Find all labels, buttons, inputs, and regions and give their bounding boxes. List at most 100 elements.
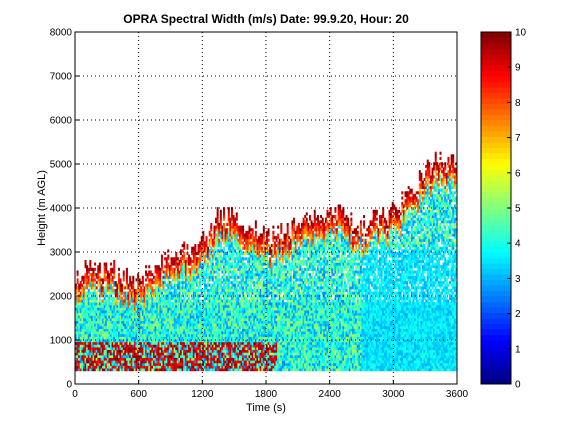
heatmap-cell <box>256 307 259 311</box>
heatmap-cell <box>154 336 157 340</box>
heatmap-cell <box>258 283 261 287</box>
heatmap-cell <box>219 328 222 332</box>
heatmap-cell <box>160 336 163 340</box>
heatmap-cell <box>240 233 243 237</box>
heatmap-cell <box>251 265 254 269</box>
heatmap-cell <box>82 344 85 348</box>
heatmap-cell <box>180 331 183 335</box>
heatmap-cell <box>103 336 106 340</box>
heatmap-cell <box>216 291 219 295</box>
heatmap-cell <box>211 328 214 332</box>
heatmap-cell <box>117 352 120 356</box>
heatmap-cell <box>189 360 192 364</box>
heatmap-cell <box>164 352 167 356</box>
heatmap-cell <box>130 307 133 311</box>
heatmap-cell <box>216 246 219 250</box>
heatmap-cell <box>203 281 206 285</box>
heatmap-cell <box>151 310 154 314</box>
heatmap-cell <box>191 283 194 287</box>
heatmap-cell <box>105 365 108 369</box>
heatmap-cell <box>168 273 171 277</box>
heatmap-cell <box>105 354 108 358</box>
heatmap-cell <box>127 362 130 366</box>
heatmap-cell <box>197 328 200 332</box>
heatmap-cell <box>145 331 148 335</box>
heatmap-cell <box>188 288 190 292</box>
heatmap-cell <box>192 286 195 290</box>
heatmap-cell <box>125 281 128 285</box>
heatmap-cell <box>152 331 155 335</box>
heatmap-cell <box>180 288 183 292</box>
heatmap-cell <box>125 344 128 348</box>
heatmap-cell <box>253 357 256 361</box>
heatmap-cell <box>78 362 81 366</box>
heatmap-cell <box>141 299 144 303</box>
heatmap-cell <box>211 262 214 266</box>
heatmap-cell <box>79 286 82 290</box>
heatmap-cell <box>192 339 195 343</box>
heatmap-cell <box>213 354 216 358</box>
heatmap-cell <box>176 360 179 364</box>
heatmap-cell <box>94 307 97 311</box>
heatmap-cell <box>125 323 128 327</box>
heatmap-cell <box>140 341 143 345</box>
heatmap-cell <box>238 341 241 345</box>
heatmap-cell <box>167 262 170 266</box>
heatmap-cell <box>133 341 136 345</box>
heatmap-cell <box>152 339 155 343</box>
heatmap-cell <box>116 362 119 366</box>
heatmap-cell <box>202 236 205 240</box>
heatmap-cell <box>183 246 186 250</box>
heatmap-cell <box>216 349 219 353</box>
heatmap-cell <box>172 318 175 322</box>
heatmap-cell <box>181 328 184 332</box>
heatmap-cell <box>165 362 168 366</box>
heatmap-cell <box>79 320 82 324</box>
heatmap-cell <box>178 275 181 279</box>
heatmap-cell <box>245 331 248 335</box>
heatmap-cell <box>82 328 85 332</box>
heatmap-cell <box>216 259 219 263</box>
heatmap-cell <box>81 294 84 298</box>
heatmap-cell <box>202 249 205 253</box>
heatmap-cell <box>140 310 143 314</box>
heatmap-cell <box>205 283 208 287</box>
heatmap-cell <box>135 325 138 329</box>
heatmap-cell <box>92 286 95 290</box>
heatmap-cell <box>94 262 97 266</box>
heatmap-cell <box>253 238 256 242</box>
heatmap-cell <box>172 360 175 364</box>
heatmap-cell <box>227 315 230 319</box>
heatmap-cell <box>256 352 259 356</box>
heatmap-cell <box>181 283 184 287</box>
heatmap-cell <box>232 267 235 271</box>
heatmap-cell <box>238 273 241 277</box>
heatmap-cell <box>232 283 235 287</box>
heatmap-cell <box>117 328 120 332</box>
heatmap-cell <box>140 318 143 322</box>
heatmap-cell <box>75 349 77 353</box>
heatmap-cell <box>248 336 251 340</box>
heatmap-cell <box>78 341 81 345</box>
heatmap-cell <box>165 331 168 335</box>
heatmap-cell <box>110 270 113 274</box>
heatmap-cell <box>151 278 154 282</box>
heatmap-cell <box>151 333 154 337</box>
heatmap-cell <box>200 249 203 253</box>
heatmap-cell <box>253 320 256 324</box>
heatmap-cell <box>117 281 120 285</box>
heatmap-cell <box>195 341 198 345</box>
heatmap-cell <box>129 368 132 372</box>
heatmap-cell <box>130 325 133 329</box>
heatmap-cell <box>224 318 227 322</box>
heatmap-cell <box>162 336 165 340</box>
heatmap-cell <box>176 354 179 358</box>
heatmap-cell <box>121 365 124 369</box>
heatmap-cell <box>125 307 128 311</box>
heatmap-cell <box>172 336 175 340</box>
heatmap-cell <box>90 281 93 285</box>
heatmap-cell <box>240 238 243 242</box>
heatmap-cell <box>92 315 95 319</box>
heatmap-cell <box>205 341 208 345</box>
heatmap-cell <box>133 357 136 361</box>
